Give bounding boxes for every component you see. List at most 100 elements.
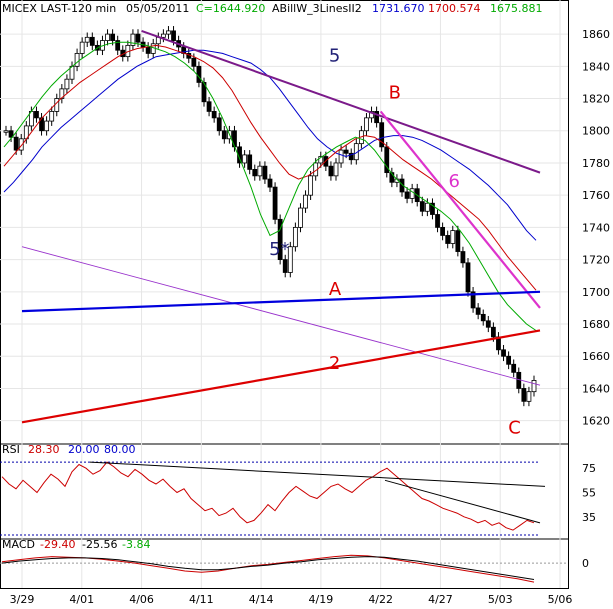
y-tick-label: 1660 bbox=[582, 350, 610, 363]
y-tick-label: 1680 bbox=[582, 318, 610, 331]
y-tick-label: 1800 bbox=[582, 125, 610, 138]
close-label: C=1644.920 bbox=[196, 2, 265, 15]
candle-body bbox=[257, 165, 263, 177]
y-tick-label: 1780 bbox=[582, 157, 610, 170]
x-tick-label: 4/11 bbox=[189, 593, 214, 606]
y-tick-label: 1620 bbox=[582, 415, 610, 428]
ma-series-line bbox=[3, 41, 537, 331]
x-tick-label: 3/29 bbox=[10, 593, 35, 606]
annotation-label: 5* bbox=[269, 239, 289, 260]
candle-body bbox=[369, 111, 374, 119]
macd-y-tick-label: 0 bbox=[582, 557, 589, 570]
x-tick-label: 5/06 bbox=[548, 593, 573, 606]
candle-body bbox=[430, 202, 435, 215]
candle-body bbox=[74, 53, 80, 67]
trendline bbox=[21, 246, 541, 386]
candle-body bbox=[506, 355, 512, 365]
candle-body bbox=[59, 88, 65, 99]
rsi-level-high: 80.00 bbox=[104, 443, 136, 456]
candle-body bbox=[318, 156, 324, 164]
candle-body bbox=[49, 111, 55, 122]
indicator-value-1: 1731.670 bbox=[372, 2, 425, 15]
trendline bbox=[21, 329, 541, 424]
candle-body bbox=[211, 111, 217, 119]
y-tick-label: 1840 bbox=[582, 60, 610, 73]
macd-value-2: -25.56 bbox=[82, 538, 117, 551]
candle-body bbox=[196, 65, 202, 83]
x-tick-label: 4/22 bbox=[368, 593, 393, 606]
y-tick-label: 1700 bbox=[582, 286, 610, 299]
annotation-label: A bbox=[329, 279, 342, 300]
candle-body bbox=[445, 235, 451, 244]
candle-body bbox=[303, 194, 308, 209]
candle-body bbox=[333, 162, 339, 177]
candle-body bbox=[435, 214, 440, 228]
candle-body bbox=[242, 154, 248, 164]
candle-body bbox=[470, 291, 476, 309]
rsi-y-tick-label: 75 bbox=[582, 462, 596, 475]
trendline bbox=[379, 110, 541, 309]
rsi-trendline bbox=[384, 479, 541, 524]
candle-body bbox=[115, 40, 121, 51]
candle-body bbox=[277, 218, 283, 261]
candle-body bbox=[526, 391, 532, 402]
annotation-label: 6 bbox=[448, 171, 459, 192]
candle-body bbox=[531, 380, 537, 393]
rsi-value: 28.30 bbox=[28, 443, 60, 456]
chart-frame bbox=[0, 0, 569, 589]
rsi-level-low: 20.00 bbox=[68, 443, 100, 456]
candle-body bbox=[64, 78, 70, 90]
candle-body bbox=[89, 36, 95, 46]
candle-body bbox=[399, 178, 405, 193]
candle-body bbox=[338, 149, 344, 164]
candle-body bbox=[348, 152, 354, 161]
rsi-y-tick-label: 35 bbox=[582, 511, 596, 524]
candle-body bbox=[389, 172, 395, 183]
candle-body bbox=[216, 117, 222, 132]
trendline bbox=[21, 290, 541, 313]
candle-body bbox=[374, 111, 380, 124]
candle-body bbox=[379, 122, 385, 148]
macd-label: MACD bbox=[2, 538, 35, 551]
y-tick-label: 1720 bbox=[582, 254, 610, 267]
indicator-value-2: 1700.574 bbox=[428, 2, 481, 15]
annotation-label: 5 bbox=[329, 45, 340, 66]
y-tick-label: 1820 bbox=[582, 93, 610, 106]
candle-body bbox=[465, 262, 471, 293]
candle-body bbox=[440, 226, 446, 236]
y-tick-label: 1640 bbox=[582, 382, 610, 395]
candle-body bbox=[13, 136, 19, 151]
candle-body bbox=[516, 371, 522, 389]
candle-body bbox=[232, 130, 237, 148]
symbol-label: MICEX LAST-120 min bbox=[2, 2, 116, 15]
x-tick-label: 4/06 bbox=[129, 593, 154, 606]
indicator-label: ABillW_3LinesII2 bbox=[272, 2, 362, 15]
candle-body bbox=[221, 130, 227, 140]
rsi-y-tick-label: 55 bbox=[582, 486, 596, 499]
candle-body bbox=[105, 33, 110, 41]
candle-body bbox=[521, 388, 527, 402]
rsi-trendline bbox=[89, 461, 546, 487]
candle-body bbox=[292, 226, 298, 248]
ma-series-line bbox=[3, 49, 537, 241]
candle-body bbox=[298, 207, 303, 228]
candle-body bbox=[287, 246, 293, 273]
candle-body bbox=[460, 251, 466, 264]
candle-body bbox=[424, 202, 430, 212]
candle-body bbox=[8, 130, 14, 138]
candle-body bbox=[282, 259, 288, 273]
candle-body bbox=[262, 165, 268, 180]
candle-body bbox=[272, 186, 278, 220]
rsi-label: RSI bbox=[2, 443, 20, 456]
candle-body bbox=[135, 33, 141, 43]
candle-body bbox=[267, 178, 273, 188]
candle-body bbox=[480, 313, 486, 322]
candle-body bbox=[485, 320, 491, 328]
candle-body bbox=[409, 188, 415, 199]
candle-body bbox=[455, 230, 461, 252]
annotation-label: 2 bbox=[329, 353, 340, 374]
macd-value-3: -3.84 bbox=[122, 538, 150, 551]
candle-body bbox=[130, 33, 136, 46]
y-tick-label: 1740 bbox=[582, 221, 610, 234]
